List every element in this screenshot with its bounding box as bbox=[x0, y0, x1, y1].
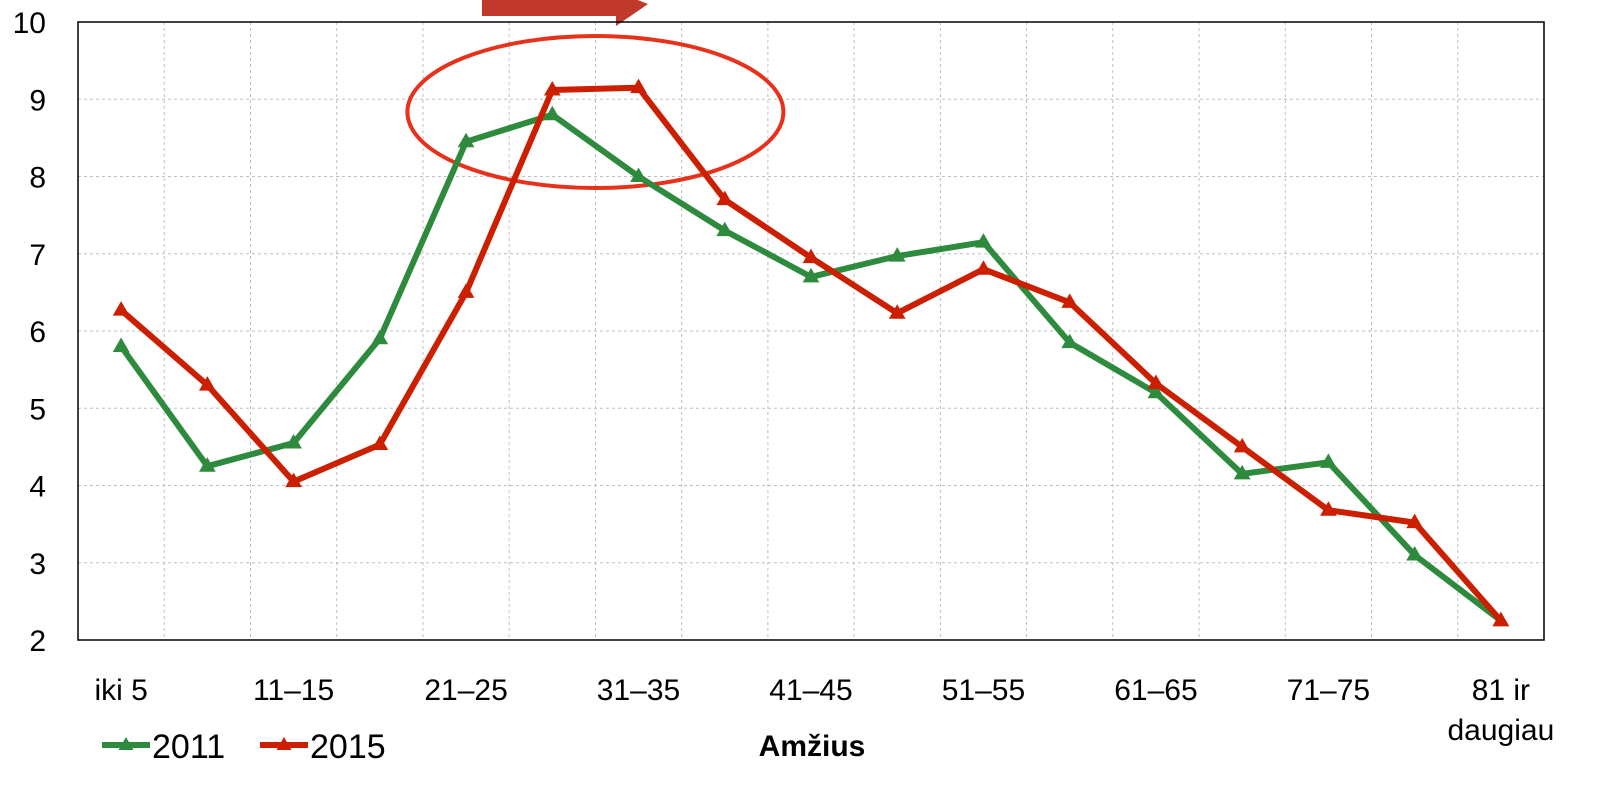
x-tick-label: 61–65 bbox=[1114, 674, 1197, 707]
data-point-2015 bbox=[1320, 501, 1337, 516]
data-point-2011 bbox=[1061, 333, 1079, 349]
data-point-2015 bbox=[285, 472, 302, 488]
legend: 2011 2015 bbox=[102, 728, 386, 766]
legend-label-2015: 2015 bbox=[310, 728, 386, 766]
x-tick-label: 21–25 bbox=[424, 674, 507, 707]
data-point-2015 bbox=[1233, 437, 1251, 453]
series-line-2011 bbox=[118, 111, 1504, 624]
data-point-2015 bbox=[457, 283, 475, 298]
y-tick-label: 2 bbox=[29, 625, 46, 658]
data-point-2011 bbox=[543, 105, 561, 121]
series-layer bbox=[112, 78, 1510, 627]
y-tick-label: 6 bbox=[29, 316, 46, 349]
data-point-2015 bbox=[716, 190, 734, 206]
data-point-2011 bbox=[975, 233, 992, 248]
data-point-2015 bbox=[888, 304, 906, 319]
data-point-2015 bbox=[371, 435, 389, 451]
plot-area-border bbox=[77, 21, 1545, 641]
y-tick-label: 4 bbox=[29, 471, 46, 504]
data-point-2011 bbox=[285, 434, 302, 449]
axes-layer bbox=[77, 21, 1545, 641]
data-point-2011 bbox=[198, 457, 216, 472]
data-point-2015 bbox=[1406, 513, 1424, 529]
data-point-2015 bbox=[112, 301, 130, 316]
series-line-2015 bbox=[118, 84, 1504, 624]
labels-layer: 2 3 4 5 6 7 8 9 10 iki 5 11–15 21–25 31–35 41–45 51–55… bbox=[13, 7, 1555, 747]
x-tick-label: 31–35 bbox=[597, 674, 680, 707]
highlight-ellipse bbox=[405, 34, 786, 190]
data-point-2011 bbox=[1320, 453, 1337, 468]
data-point-2011 bbox=[1406, 546, 1424, 561]
x-tick-label: 51–55 bbox=[942, 674, 1025, 707]
data-point-2015 bbox=[1061, 293, 1079, 308]
y-tick-label: 3 bbox=[29, 548, 46, 581]
data-point-2015 bbox=[1492, 611, 1510, 627]
x-axis-title: Amžius bbox=[759, 730, 866, 763]
annotation-layer bbox=[405, 0, 786, 190]
x-tick-label: 41–45 bbox=[769, 674, 852, 707]
data-point-2011 bbox=[630, 167, 647, 182]
y-tick-label: 7 bbox=[29, 239, 46, 272]
data-point-2011 bbox=[1147, 383, 1165, 399]
data-point-2015 bbox=[198, 376, 216, 391]
data-point-2011 bbox=[371, 329, 389, 345]
x-tick-label: iki 5 bbox=[94, 674, 147, 707]
y-tick-label: 5 bbox=[29, 393, 46, 426]
legend-marker-2011 bbox=[118, 737, 134, 750]
data-point-2011 bbox=[457, 132, 475, 148]
data-point-2011 bbox=[888, 247, 906, 262]
legend-marker-2015 bbox=[276, 737, 292, 750]
data-point-2015 bbox=[630, 78, 647, 94]
y-tick-label: 9 bbox=[29, 84, 46, 117]
data-point-2015 bbox=[543, 80, 561, 96]
grid-layer bbox=[78, 22, 1544, 640]
x-tick-label: 71–75 bbox=[1287, 674, 1370, 707]
y-tick-label: 8 bbox=[29, 162, 46, 195]
data-point-2011 bbox=[112, 337, 130, 352]
data-point-2011 bbox=[1233, 464, 1251, 480]
arrow-indicator bbox=[482, 0, 648, 26]
data-point-2011 bbox=[716, 221, 734, 237]
data-point-2015 bbox=[1147, 374, 1165, 390]
x-tick-label: daugiau bbox=[1447, 714, 1554, 747]
data-point-2015 bbox=[802, 248, 820, 264]
y-tick-label: 10 bbox=[13, 7, 46, 40]
data-point-2011 bbox=[802, 267, 820, 283]
data-point-2015 bbox=[975, 260, 992, 275]
legend-label-2011: 2011 bbox=[152, 728, 225, 766]
x-tick-label: 81 ir bbox=[1472, 674, 1530, 707]
x-tick-label: 11–15 bbox=[253, 674, 334, 707]
